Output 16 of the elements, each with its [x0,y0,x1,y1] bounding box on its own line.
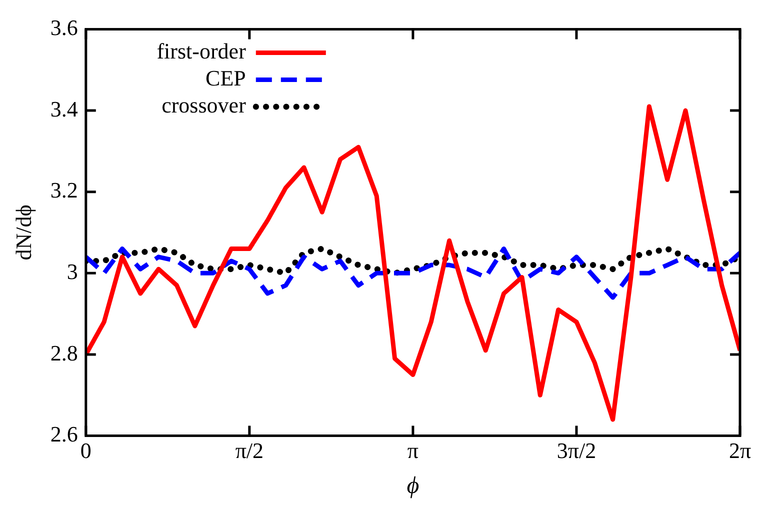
x-tick-label: 3π/2 [556,438,596,463]
x-axis-title: ϕ [406,472,420,499]
legend-label: CEP [206,65,246,90]
y-tick-label: 3.6 [50,14,78,40]
y-tick-label: 3.2 [50,178,78,203]
y-tick-label: 2.6 [50,422,78,447]
x-tick-label: π [407,438,419,463]
y-axis-title: dN/dϕ [10,204,36,260]
y-tick-label: 3.4 [50,96,78,122]
y-tick-label: 3 [66,258,78,284]
y-tick-label: 2.8 [50,340,78,366]
x-tick-label: 2π [728,438,752,463]
legend-label: first-order [156,38,247,64]
x-tick-label: 0 [80,438,92,463]
legend-label: crossover [162,92,247,118]
x-tick-label: π/2 [235,438,264,463]
